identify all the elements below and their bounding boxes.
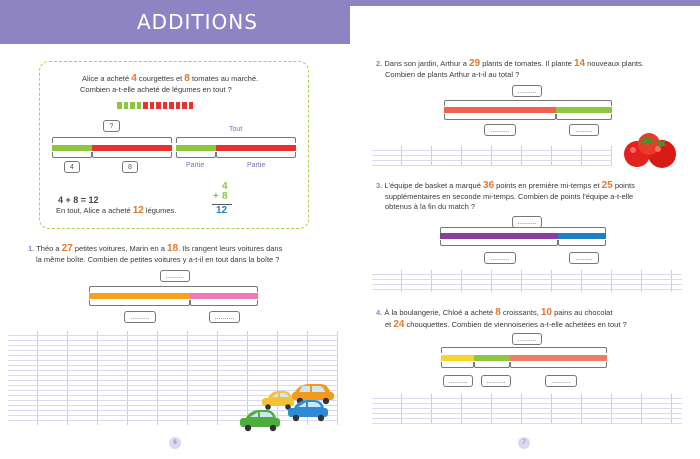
example-question-box: ?: [103, 120, 120, 132]
q2-total-bracket: [444, 100, 612, 106]
car-green-icon: [240, 410, 280, 432]
q4-total-box[interactable]: ..........: [512, 333, 542, 345]
q4-total-bracket: [441, 347, 607, 353]
example-bar-red: [92, 145, 172, 151]
q3-total-bracket: [440, 227, 606, 233]
q2-part-box-2[interactable]: .........: [569, 124, 599, 136]
q2-part-bracket-1: [444, 114, 556, 120]
q3-part-box-1[interactable]: ..........: [484, 252, 516, 264]
example-part-bracket-1: [52, 152, 92, 158]
q1-part-box-2[interactable]: ..........: [209, 311, 240, 323]
page-number-left: 6: [169, 437, 181, 449]
tout-label: Tout: [229, 126, 243, 133]
q3-line-3: obtenus à la fin du match ?: [385, 202, 476, 211]
column-top: 4: [222, 181, 228, 192]
generic-total-bracket: [176, 137, 296, 143]
generic-part-bracket-1: [176, 152, 216, 158]
q3-line-1: 3. L'équipe de basket a marqué 36 points…: [376, 180, 635, 191]
q4-bar-peach: [510, 355, 607, 361]
q1-bar-orange: [89, 293, 190, 299]
q1-total-bracket: [89, 286, 258, 292]
q1-bar-pink: [190, 293, 258, 299]
q2-bar-green: [556, 107, 612, 113]
car-blue-icon: [288, 400, 328, 422]
q4-bar-yellow: [441, 355, 474, 361]
q4-part-box-2[interactable]: ..........: [481, 375, 511, 387]
q3-bar-blue: [558, 233, 606, 239]
q2-line-2: Combien de plants Arthur a-t-il au total…: [385, 70, 520, 79]
example-line-2: Combien a-t-elle acheté de légumes en to…: [80, 85, 232, 94]
q2-part-box-1[interactable]: ..........: [484, 124, 516, 136]
car-orange-icon: [292, 384, 334, 405]
q4-part-bracket-2: [474, 362, 510, 368]
example-box: [39, 61, 309, 229]
q1-total-box[interactable]: ..........: [160, 270, 190, 282]
example-total-bracket: [52, 137, 172, 143]
q1-part-box-1[interactable]: ..........: [124, 311, 156, 323]
q2-part-bracket-2: [556, 114, 612, 120]
q4-bar-green: [474, 355, 510, 361]
page-title: ADDITIONS: [137, 10, 258, 34]
q4-line-2: et 24 chouquettes. Combien de viennoiser…: [385, 319, 627, 330]
header-band: [0, 0, 350, 44]
example-part-box-2: 8: [122, 161, 138, 173]
q4-writing-grid[interactable]: [372, 394, 682, 424]
partie-label-2: Partie: [247, 162, 266, 169]
q1-part-bracket-2: [190, 300, 258, 306]
q2-bar-salmon: [444, 107, 556, 113]
q1-line-1: 1. Théo a 27 petites voitures, Marin en …: [28, 243, 283, 254]
header-band-right: [350, 0, 700, 6]
partie-label-1: Partie: [186, 162, 205, 169]
column-mid: 8: [222, 191, 228, 202]
toy-cars-illustration: [240, 384, 334, 432]
example-line-1: Alice a acheté 4 courgettes et 8 tomates…: [82, 73, 259, 84]
q3-writing-grid[interactable]: [372, 270, 682, 292]
q4-line-1: 4. À la boulangerie, Chloé a acheté 8 cr…: [376, 307, 613, 318]
q4-part-bracket-3: [510, 362, 607, 368]
page-number-right: 7: [518, 437, 530, 449]
q4-part-box-1[interactable]: ..........: [443, 375, 473, 387]
column-result: 12: [216, 205, 228, 216]
q1-line-2: la même boîte. Combien de petites voitur…: [36, 255, 280, 264]
generic-part-bracket-2: [216, 152, 296, 158]
q3-part-box-2[interactable]: .........: [569, 252, 599, 264]
q3-part-bracket-2: [558, 240, 606, 246]
q2-line-1: 2. Dans son jardin, Arthur a 29 plants d…: [376, 58, 644, 69]
q3-line-2: supplémentaires en seconde mi-temps. Com…: [385, 192, 634, 201]
q4-part-box-3[interactable]: ..........: [545, 375, 577, 387]
example-answer: En tout, Alice a acheté 12 légumes.: [56, 205, 177, 216]
q3-part-bracket-1: [440, 240, 558, 246]
column-line: [212, 204, 232, 205]
column-plus: +: [213, 191, 219, 202]
q1-part-bracket-1: [89, 300, 190, 306]
q4-part-bracket-1: [441, 362, 474, 368]
car-yellow-icon: [262, 391, 294, 410]
q2-writing-grid[interactable]: [372, 146, 612, 166]
generic-bar-red: [216, 145, 296, 151]
example-part-bracket-2: [92, 152, 172, 158]
example-bar-green: [52, 145, 92, 151]
q2-total-box[interactable]: ..........: [512, 85, 542, 97]
example-part-box-1: 4: [64, 161, 80, 173]
example-equation: 4 + 8 = 12: [58, 195, 99, 205]
tomatoes-illustration: [624, 133, 676, 168]
generic-bar-green: [176, 145, 216, 151]
q1-writing-grid[interactable]: [8, 331, 338, 425]
q3-bar-purple: [440, 233, 558, 239]
